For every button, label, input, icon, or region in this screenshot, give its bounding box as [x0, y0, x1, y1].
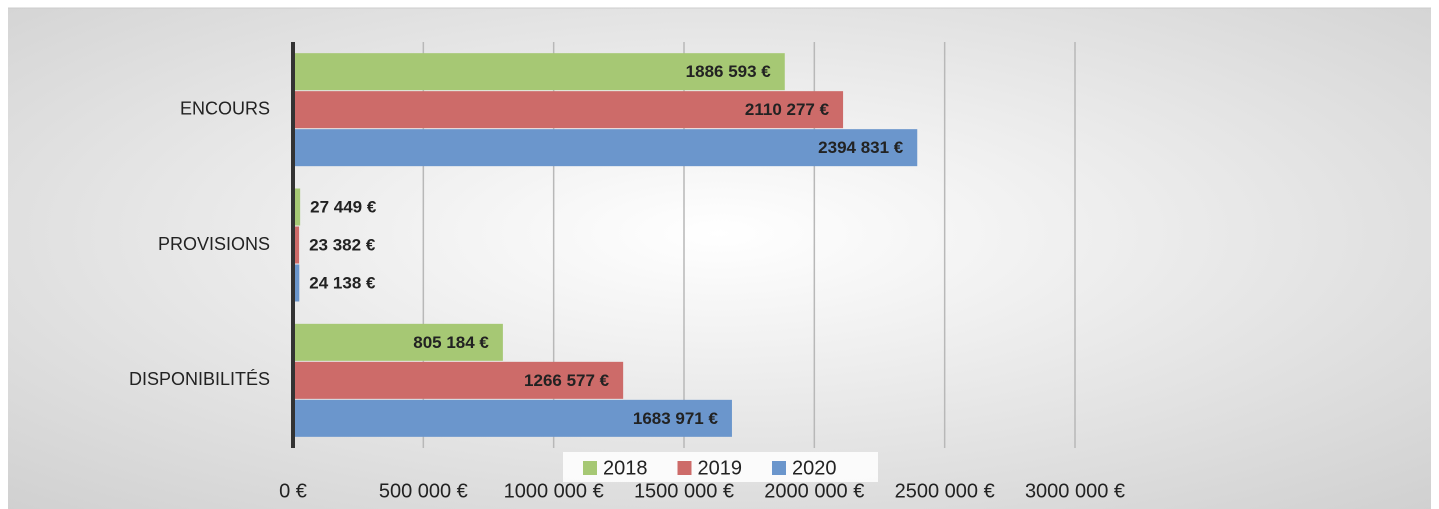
- bar: [293, 399, 732, 437]
- y-tick-label: ENCOURS: [180, 98, 270, 118]
- x-tick-label: 2000 000 €: [764, 480, 864, 502]
- legend-swatch: [677, 461, 692, 475]
- x-tick-label: 1000 000 €: [504, 480, 604, 502]
- bar: [293, 53, 785, 91]
- legend-label: 2018: [603, 457, 648, 479]
- data-label: 2110 277 €: [745, 100, 830, 119]
- bar: [293, 264, 300, 302]
- bar: [293, 226, 300, 264]
- legend-swatch: [583, 461, 597, 475]
- y-tick-label: DISPONIBILITÉS: [129, 369, 270, 389]
- x-tick-label: 2500 000 €: [895, 480, 995, 502]
- y-tick-label: PROVISIONS: [158, 234, 270, 254]
- x-tick-label: 1500 000 €: [634, 480, 734, 502]
- data-label: 1886 593 €: [686, 62, 772, 81]
- data-label: 805 184 €: [413, 333, 489, 352]
- data-label: 24 138 €: [309, 273, 376, 292]
- data-label: 2394 831 €: [818, 138, 904, 157]
- bar: [293, 188, 301, 226]
- bar: [293, 323, 503, 361]
- x-tick-label: 0 €: [279, 480, 307, 502]
- legend-box: [563, 452, 878, 482]
- bar: [293, 361, 624, 399]
- x-tick-label: 3000 000 €: [1025, 480, 1125, 502]
- bar: [293, 129, 918, 167]
- bar: [293, 91, 844, 129]
- legend-label: 2020: [792, 457, 837, 479]
- data-label: 1266 577 €: [524, 371, 610, 390]
- legend-swatch: [772, 461, 786, 475]
- data-label: 23 382 €: [309, 235, 376, 254]
- data-label: 27 449 €: [310, 197, 377, 216]
- data-label: 1683 971 €: [633, 409, 719, 428]
- legend-label: 2019: [698, 457, 743, 479]
- x-tick-label: 500 000 €: [379, 480, 468, 502]
